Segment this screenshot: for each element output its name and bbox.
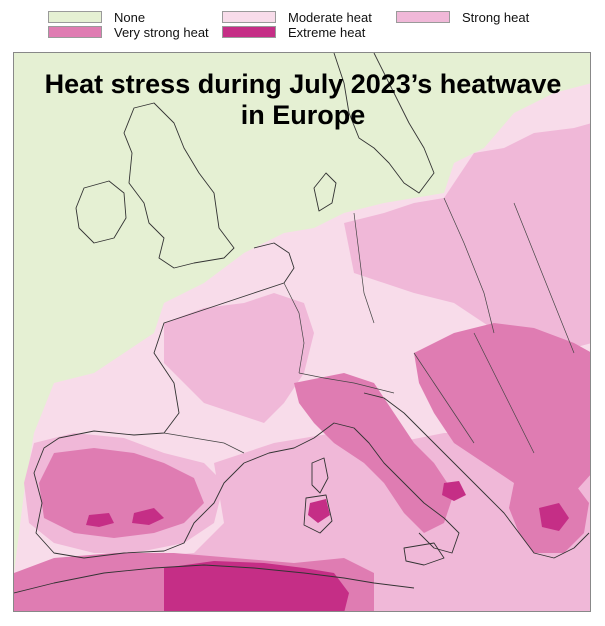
zone-extreme-greece xyxy=(539,503,569,531)
border-balkans-2 xyxy=(473,332,535,454)
zone-very-strong-iberia xyxy=(39,448,204,538)
map-title-line1: Heat stress during July 2023’s heatwave xyxy=(44,69,562,99)
zone-very-strong-balkans xyxy=(414,323,590,503)
coastline-scandinavia xyxy=(333,53,435,194)
legend-label-very-strong: Very strong heat xyxy=(114,24,209,40)
legend-swatch-none xyxy=(48,11,102,23)
coastline-corsica xyxy=(311,457,329,494)
legend-item-strong: Strong heat xyxy=(396,9,530,25)
zone-extreme-italy-south xyxy=(442,481,466,501)
borders xyxy=(163,197,575,454)
legend-item-none: None xyxy=(48,9,146,25)
legend-item-very-strong: Very strong heat xyxy=(48,24,209,40)
coastline-ireland xyxy=(75,180,127,244)
border-spain-france xyxy=(163,432,245,454)
heat-stress-map: Heat stress during July 2023’s heatwave … xyxy=(13,52,591,612)
coastlines xyxy=(14,53,590,594)
legend-swatch-moderate xyxy=(222,11,276,23)
legend: None Moderate heat Strong heat Very stro… xyxy=(0,0,605,48)
coastline-adriatic xyxy=(363,392,590,559)
map-canvas xyxy=(14,53,590,611)
zone-strong-france xyxy=(164,293,314,423)
border-eastern-1 xyxy=(443,197,495,334)
legend-swatch-very-strong xyxy=(48,26,102,38)
coastline-sardinia xyxy=(303,494,333,534)
legend-label-moderate: Moderate heat xyxy=(288,9,372,25)
zone-extreme-spain-east xyxy=(132,508,164,525)
border-germany-poland xyxy=(353,212,375,324)
legend-label-extreme: Extreme heat xyxy=(288,24,366,40)
zone-extreme-iberia xyxy=(86,513,114,527)
coastline-great-britain xyxy=(123,102,235,269)
border-france-germany xyxy=(283,282,305,374)
legend-item-moderate: Moderate heat xyxy=(222,9,372,25)
legend-label-none: None xyxy=(114,9,146,25)
legend-label-strong: Strong heat xyxy=(462,9,530,25)
zone-extreme-africa xyxy=(164,561,349,611)
coastline-north-africa xyxy=(14,564,415,594)
zone-extreme-sardinia xyxy=(308,499,330,523)
map-title-line2: in Europe xyxy=(240,100,366,130)
coastline-denmark xyxy=(313,172,337,212)
legend-swatch-extreme xyxy=(222,26,276,38)
legend-swatch-strong xyxy=(396,11,450,23)
zone-strong-north xyxy=(344,123,590,353)
border-alps xyxy=(298,372,395,394)
coastline-sicily xyxy=(403,542,445,566)
map-title: Heat stress during July 2023’s heatwave … xyxy=(14,69,590,131)
border-balkans-1 xyxy=(413,352,475,444)
border-eastern-2 xyxy=(513,202,575,354)
coastline-med-north xyxy=(243,422,460,554)
legend-item-extreme: Extreme heat xyxy=(222,24,366,40)
coastline-west-europe xyxy=(33,242,295,559)
